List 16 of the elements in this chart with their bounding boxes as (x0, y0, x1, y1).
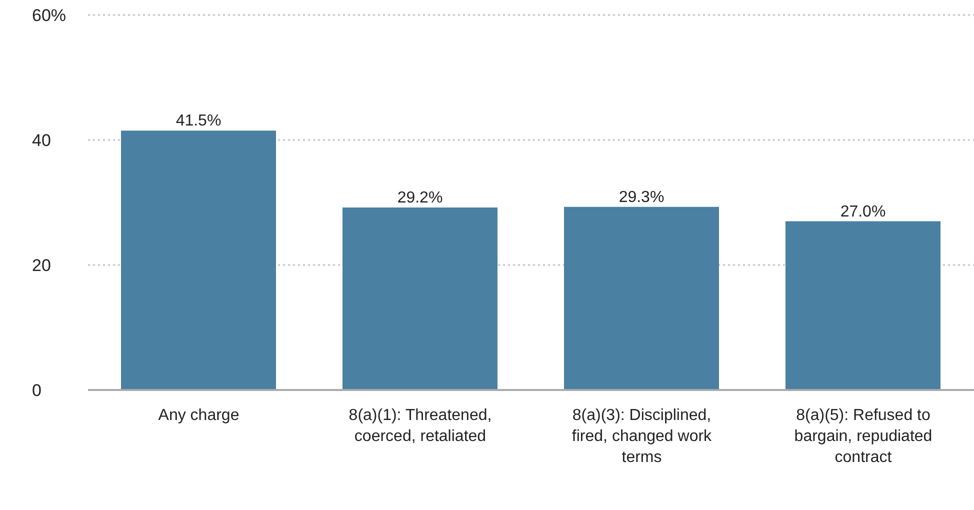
x-tick-label: 8(a)(5): Refused to bargain, repudiated contract (794, 407, 932, 466)
bar (342, 208, 498, 390)
y-tick-label: 0 (32, 381, 42, 400)
bar (786, 221, 940, 390)
bar (121, 130, 276, 390)
data-label: 29.3% (618, 188, 664, 206)
y-tick-label: 60% (32, 6, 66, 25)
bar (564, 206, 719, 390)
data-label: 29.2% (397, 190, 443, 206)
x-tick-label: 8(a)(3): Disciplined, fired, changed work terms (572, 407, 713, 466)
x-tick-label: Any charge (158, 407, 240, 424)
x-tick-label: 8(a)(1): Threatened, coerced, retaliated (348, 407, 492, 445)
y-tick-label: 20 (32, 256, 51, 275)
data-label: 27.0% (840, 203, 886, 220)
y-tick-label: 40 (32, 131, 51, 150)
data-label: 41.5% (176, 112, 222, 130)
